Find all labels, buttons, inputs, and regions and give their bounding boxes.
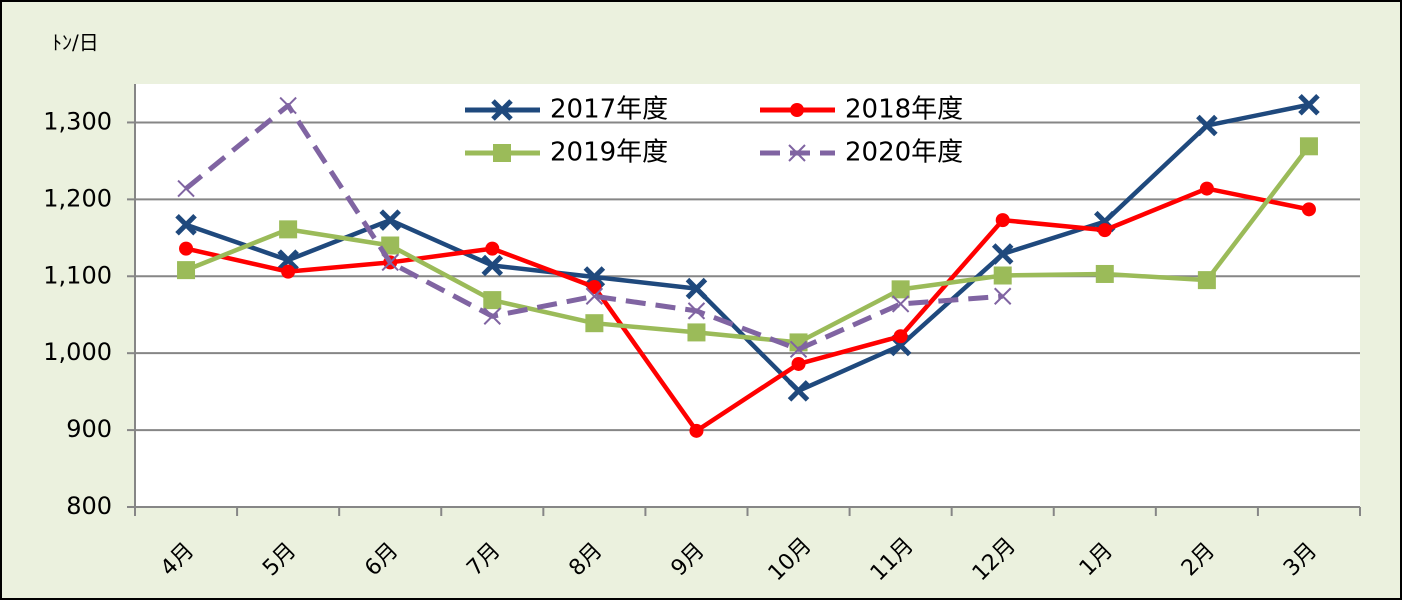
data-point [483,307,501,325]
data-point [689,423,704,438]
data-point [1095,264,1114,283]
legend-marker [493,144,511,162]
data-point [891,295,910,313]
data-point [1196,114,1218,137]
data-point [789,340,808,359]
data-point [1199,181,1214,196]
data-point [279,96,297,115]
data-point [994,287,1012,305]
data-point [585,287,604,305]
data-point [481,254,504,277]
data-point [379,209,401,231]
data-point [277,249,299,271]
legend-label: 2020年度 [845,138,963,168]
data-point [175,213,197,236]
data-point [281,264,296,279]
series-line [185,144,1311,345]
data-point [995,213,1010,228]
data-point [1197,271,1216,290]
y-tick-label: 800 [66,492,112,520]
legend-label: 2018年度 [845,95,963,125]
y-tick-label: 1,200 [43,184,112,212]
data-point [687,323,706,342]
data-point [1298,93,1320,116]
data-point [279,220,298,239]
data-point [381,253,399,272]
plot-area [135,84,1360,507]
data-point [587,280,602,295]
y-tick-label: 1,100 [43,261,112,289]
data-point [993,266,1012,285]
legend-marker [790,103,804,117]
data-point [483,291,502,310]
legend-label: 2017年度 [550,95,668,125]
data-point [381,236,400,255]
data-point [485,241,500,256]
data-point [893,329,908,344]
data-point [787,380,810,402]
series-line [185,186,1310,434]
data-point [1097,223,1112,238]
y-tick-label: 900 [66,415,112,443]
data-point [891,280,910,299]
data-point [177,261,196,280]
data-point [179,241,194,256]
legend-label: 2019年度 [550,138,668,168]
data-point [687,302,706,320]
data-point [1301,202,1316,217]
data-point [585,314,604,333]
legend-marker [491,99,513,121]
data-point [991,243,1014,265]
data-point [1299,137,1318,156]
data-point [791,356,806,371]
y-unit-label: ﾄﾝ/日 [52,31,99,55]
data-point [177,179,195,198]
y-tick-label: 1,000 [43,338,112,366]
series-line [185,102,1310,394]
series-line [184,103,1003,352]
data-point [685,277,708,300]
y-tick-label: 1,300 [43,107,112,135]
legend-marker [788,144,806,162]
